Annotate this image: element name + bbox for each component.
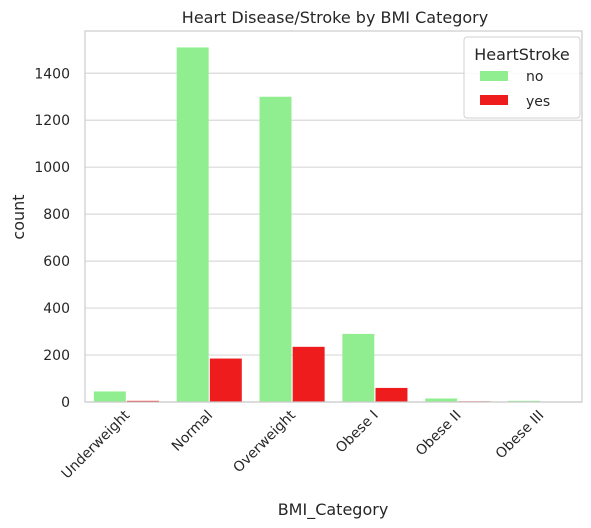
spines-layer [84,30,583,403]
y-tick-label: 1200 [34,113,70,129]
bar-yes-normal [209,358,242,402]
bar-no-normal [176,47,209,403]
legend-label-yes: yes [526,94,550,110]
bar-no-obese-ii [425,398,458,402]
legend: HeartStroke no yes [463,36,581,119]
y-tick-label: 1000 [34,160,70,176]
legend-label-no: no [526,69,543,85]
y-tick-label: 400 [43,301,70,317]
bar-no-underweight [93,391,126,402]
y-tick-labels: 0 200 400 600 800 1000 1200 1400 [34,66,70,411]
bar-yes-obese-i [375,387,408,402]
legend-swatch-yes [480,95,508,105]
y-tick-label: 0 [61,395,70,411]
bars-layer [93,47,574,403]
plot-frame [84,30,583,403]
y-axis-label: count [9,194,28,239]
chart-title: Heart Disease/Stroke by BMI Category [182,8,488,27]
y-tick-label: 800 [43,207,70,223]
x-axis-label: BMI_Category [278,500,389,520]
legend-swatch-no [480,71,508,81]
y-tick-label: 600 [43,254,70,270]
bar-no-overweight [259,96,292,403]
y-tick-label: 1400 [34,66,70,82]
legend-title: HeartStroke [474,45,570,64]
bar-no-obese-i [342,333,375,402]
bar-yes-overweight [292,346,325,402]
y-tick-label: 200 [43,348,70,364]
